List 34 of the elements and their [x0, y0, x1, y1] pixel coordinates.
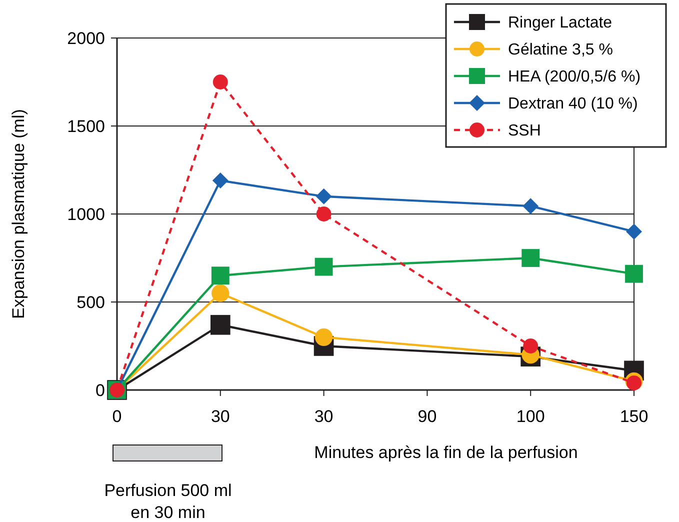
x-tick-label: 100: [516, 407, 545, 426]
legend-label: Dextran 40 (10 %): [508, 96, 638, 113]
y-axis-title: Expansion plasmatique (ml): [9, 109, 28, 319]
x-tick-label: 30: [210, 407, 230, 426]
y-tick-label: 1500: [67, 116, 105, 136]
point: [212, 284, 230, 302]
legend-label: Ringer Lactate: [508, 14, 612, 32]
point: [522, 198, 539, 214]
point: [522, 249, 540, 267]
legend-label: Gélatine 3,5 %: [508, 42, 613, 59]
point: [626, 224, 642, 240]
y-tick-label: 0: [96, 380, 105, 400]
point: [212, 172, 228, 189]
y-tick-label: 500: [76, 292, 105, 312]
x-tick-label: 90: [418, 407, 437, 426]
x-tick-label: 0: [112, 407, 122, 426]
x-axis-title: Minutes après la fin de la perfusion: [314, 443, 578, 462]
point: [316, 206, 332, 222]
text: Perfusion 500 ml en 30 min: [104, 481, 232, 522]
point: [314, 258, 333, 276]
point: [625, 264, 643, 283]
point: [211, 266, 230, 285]
point: [316, 188, 332, 204]
point: [314, 328, 333, 346]
legend-label: SSH: [508, 122, 541, 140]
x-tick-label: 30: [314, 407, 334, 426]
legend-label: HEA (200/0,5/6 %): [508, 68, 641, 86]
y-tick-label: 2000: [67, 28, 105, 48]
x-tick-label: 150: [620, 407, 648, 426]
point: [523, 338, 538, 354]
point: [210, 314, 230, 335]
y-tick-label: 1000: [67, 204, 105, 224]
point: [212, 74, 228, 90]
point: [626, 375, 642, 390]
